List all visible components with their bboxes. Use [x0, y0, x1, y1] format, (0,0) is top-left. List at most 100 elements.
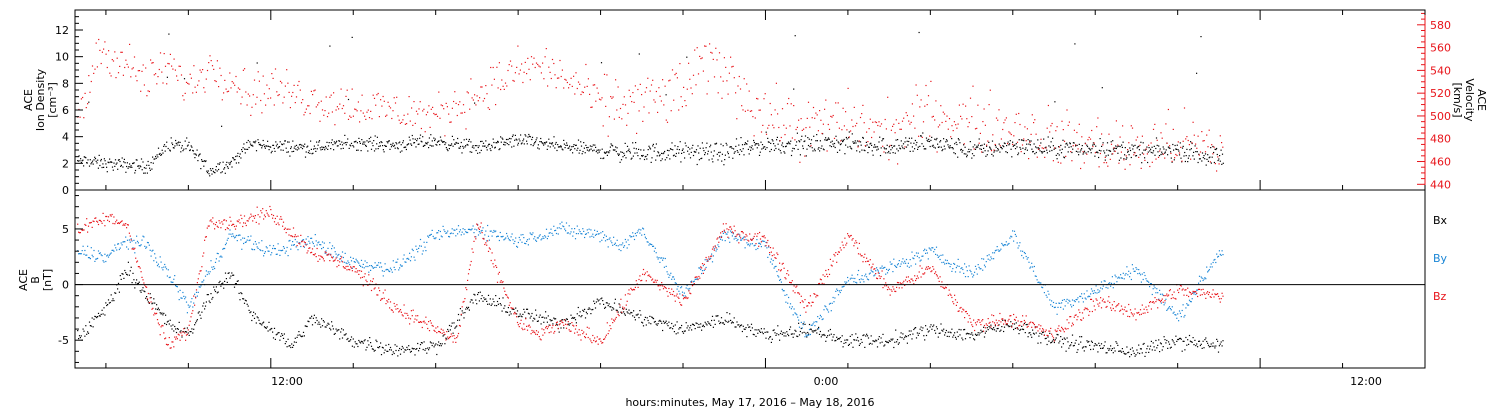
bx-point	[330, 329, 332, 331]
by-point	[590, 229, 592, 231]
density-point	[470, 141, 472, 143]
velocity-point	[95, 42, 97, 44]
bx-point	[485, 298, 487, 300]
velocity-point	[636, 132, 638, 134]
by-point	[180, 297, 182, 299]
by-point	[847, 276, 849, 279]
bx-point	[1112, 352, 1114, 354]
velocity-point	[239, 88, 241, 90]
bx-point	[646, 317, 648, 319]
by-point	[657, 258, 659, 260]
by-point	[1089, 295, 1091, 298]
by-point	[352, 257, 354, 259]
density-point	[771, 139, 773, 141]
velocity-axis-label-line3: [km/s]	[1451, 82, 1464, 117]
density-point	[805, 155, 807, 157]
by-point	[1072, 304, 1074, 306]
bx-point	[307, 320, 309, 322]
bx-point	[823, 333, 825, 336]
density-point	[123, 158, 125, 160]
density-point	[118, 159, 120, 161]
velocity-point	[805, 127, 807, 129]
by-point	[704, 259, 706, 261]
density-point	[1068, 146, 1070, 148]
by-point	[768, 246, 770, 248]
density-point	[1069, 142, 1071, 144]
density-point	[429, 144, 431, 146]
density-point	[959, 142, 961, 144]
velocity-point	[929, 135, 931, 137]
density-point	[502, 138, 504, 140]
bx-point	[811, 330, 813, 332]
density-point	[983, 143, 985, 145]
velocity-point	[130, 76, 132, 78]
velocity-point	[710, 51, 712, 53]
bx-point	[512, 308, 514, 310]
density-point	[298, 144, 301, 146]
density-point	[353, 146, 355, 148]
bx-point	[1129, 356, 1131, 358]
density-point	[951, 147, 954, 149]
by-point	[158, 266, 160, 268]
by-point	[250, 235, 252, 237]
density-point	[1188, 155, 1190, 157]
density-point	[1008, 144, 1010, 146]
bx-point	[852, 346, 854, 348]
bx-point	[1192, 337, 1194, 339]
density-point	[721, 160, 723, 162]
density-point	[694, 151, 696, 153]
density-point	[457, 142, 459, 144]
velocity-point	[504, 82, 507, 84]
bx-point	[931, 328, 933, 330]
density-point	[1203, 155, 1205, 157]
density-point	[180, 147, 183, 149]
velocity-point	[696, 47, 698, 49]
velocity-point	[277, 94, 279, 97]
by-point	[276, 253, 278, 255]
bx-point	[1110, 345, 1112, 347]
bx-point	[1205, 337, 1207, 339]
by-point	[786, 294, 788, 296]
by-point	[169, 276, 171, 278]
density-point	[574, 148, 576, 150]
bx-point	[348, 340, 350, 342]
velocity-point	[747, 109, 749, 111]
by-point	[930, 249, 932, 251]
by-point	[191, 298, 193, 300]
velocity-point	[225, 88, 227, 90]
velocity-point	[260, 99, 262, 102]
bx-point	[769, 336, 771, 338]
by-point	[272, 247, 274, 250]
bx-point	[763, 328, 765, 330]
bx-point	[302, 335, 304, 337]
velocity-point	[548, 66, 550, 68]
velocity-point	[493, 78, 495, 80]
bx-point	[181, 336, 183, 338]
density-point	[801, 135, 803, 137]
velocity-point	[507, 69, 509, 72]
density-point	[1129, 147, 1131, 149]
by-point	[419, 238, 422, 241]
by-point	[1123, 278, 1125, 280]
velocity-point	[816, 114, 818, 116]
by-point	[386, 268, 388, 270]
velocity-point	[957, 123, 959, 125]
by-point	[1066, 298, 1068, 300]
velocity-point	[1181, 160, 1183, 162]
bx-point	[136, 283, 139, 285]
by-point	[834, 297, 836, 299]
by-point	[254, 241, 256, 243]
by-point	[1090, 288, 1093, 290]
bx-point	[1000, 329, 1002, 331]
bx-point	[607, 305, 609, 307]
density-point	[321, 148, 324, 150]
bx-point	[1163, 336, 1165, 338]
density-point	[600, 157, 602, 159]
bx-point	[91, 317, 93, 319]
bx-point	[362, 342, 364, 344]
bx-point	[1002, 319, 1004, 321]
velocity-point	[1195, 143, 1197, 145]
velocity-point	[198, 80, 200, 82]
bx-point	[436, 353, 438, 356]
